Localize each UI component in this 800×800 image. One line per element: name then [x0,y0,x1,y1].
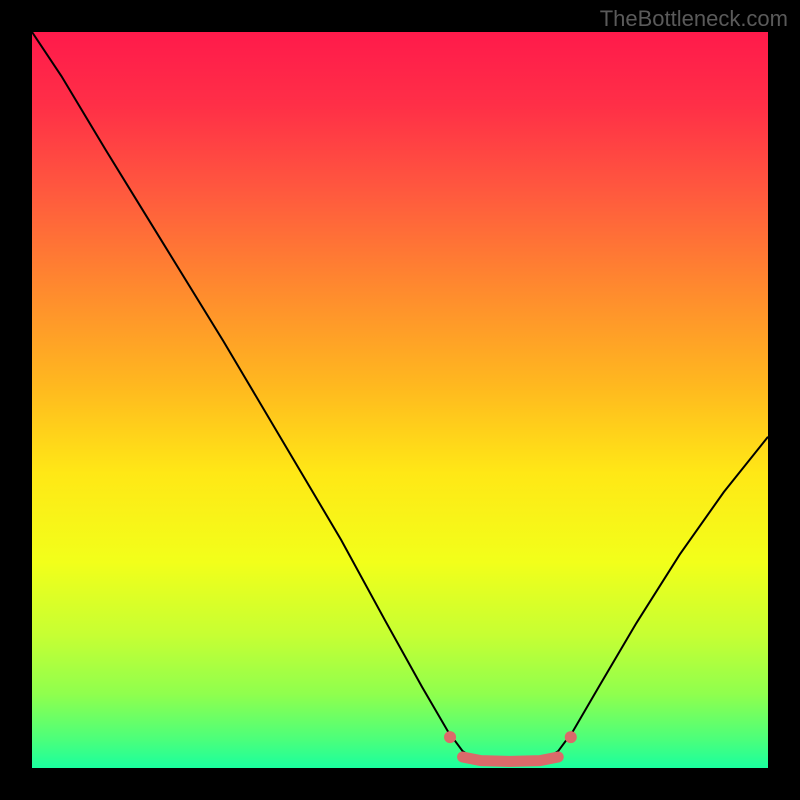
bottleneck-curve [32,32,768,768]
plot-area [32,32,768,768]
watermark-text: TheBottleneck.com [600,6,788,32]
